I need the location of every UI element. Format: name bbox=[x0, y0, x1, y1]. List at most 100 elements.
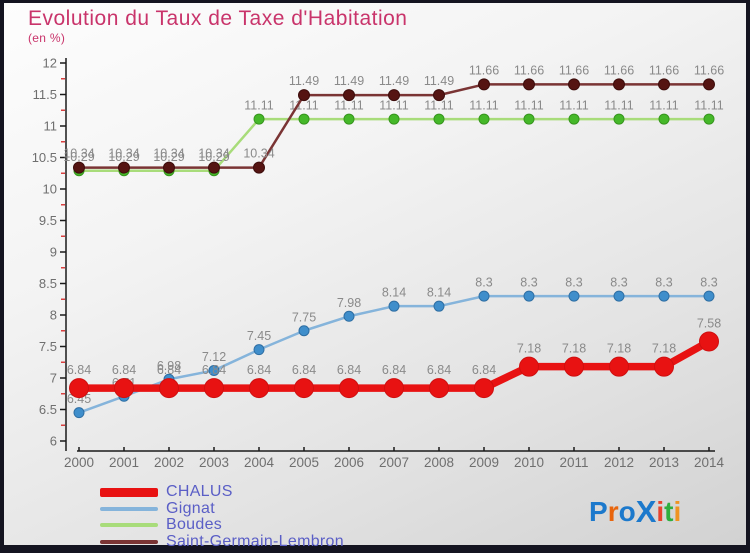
svg-text:2004: 2004 bbox=[244, 455, 275, 470]
svg-text:6.84: 6.84 bbox=[382, 363, 406, 377]
svg-text:9.5: 9.5 bbox=[39, 213, 57, 228]
chart-legend: CHALUS Gignat Boudes Saint-Germain-Lembr… bbox=[100, 484, 344, 550]
logo-letter: i bbox=[673, 496, 682, 527]
chart-title: Evolution du Taux de Taxe d'Habitation bbox=[28, 7, 408, 30]
logo-letter: X bbox=[635, 494, 657, 529]
legend-swatch-saint-germain-lembron bbox=[100, 539, 158, 544]
svg-text:2000: 2000 bbox=[64, 455, 94, 470]
svg-text:6.84: 6.84 bbox=[247, 363, 271, 377]
svg-text:8: 8 bbox=[50, 308, 57, 323]
svg-text:6.84: 6.84 bbox=[292, 363, 316, 377]
svg-text:11.66: 11.66 bbox=[694, 63, 724, 77]
legend-swatch-boudes bbox=[100, 523, 158, 528]
svg-text:7.18: 7.18 bbox=[607, 342, 631, 356]
legend-label-chalus: CHALUS bbox=[166, 483, 233, 501]
svg-text:11.66: 11.66 bbox=[559, 63, 589, 77]
svg-text:10.29: 10.29 bbox=[108, 150, 139, 164]
svg-text:11.49: 11.49 bbox=[424, 74, 454, 88]
legend-swatch-chalus bbox=[100, 487, 158, 497]
legend-item-gignat: Gignat bbox=[100, 500, 344, 518]
svg-text:11.11: 11.11 bbox=[694, 99, 723, 113]
svg-text:8.3: 8.3 bbox=[475, 276, 492, 290]
svg-text:7: 7 bbox=[50, 371, 57, 386]
chart-background: Evolution du Taux de Taxe d'Habitation (… bbox=[4, 3, 746, 549]
svg-text:11.66: 11.66 bbox=[649, 63, 679, 77]
logo-letter: t bbox=[664, 496, 674, 527]
svg-text:11.11: 11.11 bbox=[649, 99, 678, 113]
svg-text:7.18: 7.18 bbox=[517, 342, 541, 356]
svg-text:11.11: 11.11 bbox=[334, 99, 363, 113]
svg-text:8.3: 8.3 bbox=[520, 276, 537, 290]
svg-text:6.84: 6.84 bbox=[427, 363, 451, 377]
chart-subtitle: (en %) bbox=[28, 31, 66, 45]
logo-letter: r bbox=[607, 496, 619, 527]
svg-text:6.5: 6.5 bbox=[39, 402, 57, 417]
svg-text:12: 12 bbox=[43, 56, 57, 71]
svg-text:10.34: 10.34 bbox=[198, 147, 229, 161]
svg-text:6.84: 6.84 bbox=[337, 363, 361, 377]
svg-text:2013: 2013 bbox=[649, 455, 679, 470]
svg-text:10.34: 10.34 bbox=[63, 147, 94, 161]
svg-text:11.11: 11.11 bbox=[244, 99, 273, 113]
svg-text:7.45: 7.45 bbox=[247, 329, 271, 343]
svg-text:6: 6 bbox=[50, 434, 57, 449]
svg-text:10.5: 10.5 bbox=[32, 150, 57, 165]
svg-text:7.75: 7.75 bbox=[292, 310, 316, 324]
svg-text:2001: 2001 bbox=[109, 455, 139, 470]
svg-text:11.11: 11.11 bbox=[424, 99, 453, 113]
svg-text:10.29: 10.29 bbox=[198, 150, 229, 164]
svg-text:6.84: 6.84 bbox=[472, 363, 496, 377]
svg-text:7.18: 7.18 bbox=[652, 342, 676, 356]
svg-text:2007: 2007 bbox=[379, 455, 409, 470]
svg-text:11.11: 11.11 bbox=[559, 99, 588, 113]
proxiti-logo: ProXiti bbox=[589, 493, 681, 529]
svg-text:11.49: 11.49 bbox=[379, 74, 409, 88]
svg-text:11.66: 11.66 bbox=[514, 63, 544, 77]
legend-item-chalus: CHALUS bbox=[100, 484, 344, 501]
svg-text:10.34: 10.34 bbox=[153, 147, 184, 161]
svg-text:2003: 2003 bbox=[199, 455, 229, 470]
svg-text:11.5: 11.5 bbox=[33, 87, 57, 102]
svg-text:8.14: 8.14 bbox=[382, 286, 406, 300]
svg-text:11.11: 11.11 bbox=[514, 99, 543, 113]
svg-text:7.12: 7.12 bbox=[202, 350, 226, 364]
logo-letter: P bbox=[589, 496, 608, 527]
svg-text:10: 10 bbox=[43, 182, 57, 197]
svg-text:6.84: 6.84 bbox=[157, 363, 181, 377]
svg-text:2010: 2010 bbox=[514, 455, 544, 470]
svg-text:6.84: 6.84 bbox=[67, 363, 91, 377]
svg-text:2009: 2009 bbox=[469, 455, 499, 470]
legend-label-boudes: Boudes bbox=[166, 516, 223, 534]
svg-text:8.5: 8.5 bbox=[39, 276, 57, 291]
svg-text:8.3: 8.3 bbox=[610, 276, 627, 290]
svg-text:10.34: 10.34 bbox=[243, 147, 274, 161]
svg-text:9: 9 bbox=[50, 245, 57, 260]
svg-text:11.66: 11.66 bbox=[469, 63, 499, 77]
svg-text:7.5: 7.5 bbox=[39, 339, 57, 354]
svg-text:6.98: 6.98 bbox=[157, 359, 181, 373]
legend-label-saint-germain-lembron: Saint-Germain-Lembron bbox=[166, 532, 344, 550]
legend-item-saint-germain-lembron: Saint-Germain-Lembron bbox=[100, 532, 344, 551]
svg-text:6.84: 6.84 bbox=[112, 363, 136, 377]
svg-text:11: 11 bbox=[44, 119, 58, 134]
logo-letter: i bbox=[656, 496, 665, 527]
svg-text:10.29: 10.29 bbox=[153, 150, 184, 164]
svg-text:7.58: 7.58 bbox=[697, 316, 721, 330]
svg-text:2005: 2005 bbox=[289, 455, 319, 470]
svg-text:11.11: 11.11 bbox=[604, 99, 633, 113]
svg-text:2012: 2012 bbox=[604, 455, 634, 470]
svg-text:11.11: 11.11 bbox=[379, 99, 408, 113]
svg-text:10.34: 10.34 bbox=[108, 147, 139, 161]
svg-text:2008: 2008 bbox=[424, 455, 454, 470]
svg-text:11.49: 11.49 bbox=[289, 74, 319, 88]
logo-letter: o bbox=[618, 496, 636, 527]
svg-text:6.84: 6.84 bbox=[202, 363, 226, 377]
svg-text:8.3: 8.3 bbox=[565, 276, 582, 290]
svg-text:7.18: 7.18 bbox=[562, 342, 586, 356]
svg-text:11.11: 11.11 bbox=[469, 99, 498, 113]
svg-text:11.49: 11.49 bbox=[334, 74, 364, 88]
svg-text:2002: 2002 bbox=[154, 455, 184, 470]
svg-text:8.3: 8.3 bbox=[700, 276, 717, 290]
svg-text:8.14: 8.14 bbox=[427, 286, 451, 300]
